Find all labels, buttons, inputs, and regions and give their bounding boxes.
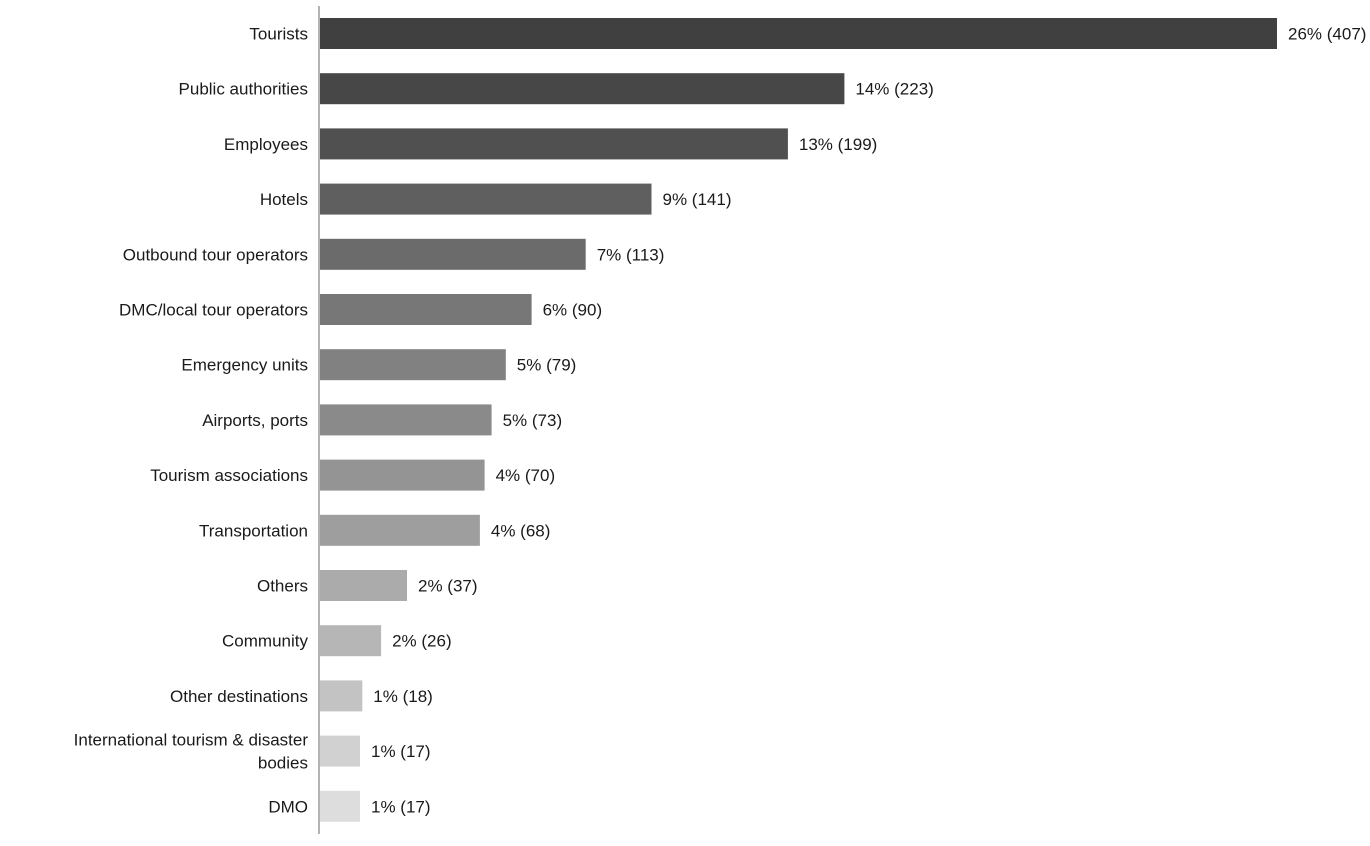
bars-group: Tourists 26% (407) Public authorities 14% (… bbox=[74, 18, 1366, 822]
bar-0 bbox=[320, 18, 1277, 49]
data-label-2: 13% (199) bbox=[799, 135, 877, 154]
category-label-2: Employees bbox=[224, 135, 308, 154]
data-label-0: 26% (407) bbox=[1288, 25, 1366, 44]
data-label-9: 4% (68) bbox=[491, 521, 551, 540]
data-label-4: 7% (113) bbox=[597, 245, 665, 264]
category-label-5: DMC/local tour operators bbox=[119, 301, 308, 320]
bar-2 bbox=[320, 128, 788, 160]
category-label-3: Hotels bbox=[260, 190, 308, 209]
category-label-4: Outbound tour operators bbox=[123, 245, 308, 264]
data-label-7: 5% (73) bbox=[503, 411, 563, 430]
bar-1 bbox=[320, 73, 845, 105]
data-label-8: 4% (70) bbox=[496, 466, 556, 485]
data-label-5: 6% (90) bbox=[543, 301, 603, 320]
category-label-13: International tourism & disaster bodies bbox=[74, 731, 309, 773]
data-label-1: 14% (223) bbox=[855, 80, 933, 99]
data-label-12: 1% (18) bbox=[373, 687, 433, 706]
category-label-7: Airports, ports bbox=[202, 411, 308, 430]
category-label-12: Other destinations bbox=[170, 687, 308, 706]
category-label-14: DMO bbox=[268, 797, 308, 816]
category-label-8: Tourism associations bbox=[150, 466, 308, 485]
category-label-11: Community bbox=[222, 632, 308, 651]
category-label-0: Tourists bbox=[249, 25, 308, 44]
category-label-9: Transportation bbox=[199, 521, 308, 540]
bar-3 bbox=[320, 183, 652, 215]
category-label-6: Emergency units bbox=[181, 356, 308, 375]
category-label-10: Others bbox=[257, 577, 308, 596]
bar-6 bbox=[320, 349, 506, 381]
data-label-10: 2% (37) bbox=[418, 577, 478, 596]
bar-12 bbox=[320, 680, 363, 712]
data-label-3: 9% (141) bbox=[663, 190, 732, 209]
data-label-6: 5% (79) bbox=[517, 356, 577, 375]
data-label-13: 1% (17) bbox=[371, 742, 431, 761]
bar-7 bbox=[320, 404, 492, 436]
data-label-11: 2% (26) bbox=[392, 632, 452, 651]
bar-11 bbox=[320, 625, 382, 657]
bar-4 bbox=[320, 238, 586, 270]
bar-8 bbox=[320, 459, 485, 491]
bar-5 bbox=[320, 294, 532, 325]
data-label-14: 1% (17) bbox=[371, 797, 431, 816]
bar-9 bbox=[320, 514, 480, 546]
bar-13 bbox=[320, 735, 360, 767]
bar-14 bbox=[320, 790, 360, 822]
category-label-1: Public authorities bbox=[179, 80, 308, 99]
bar-10 bbox=[320, 570, 407, 601]
